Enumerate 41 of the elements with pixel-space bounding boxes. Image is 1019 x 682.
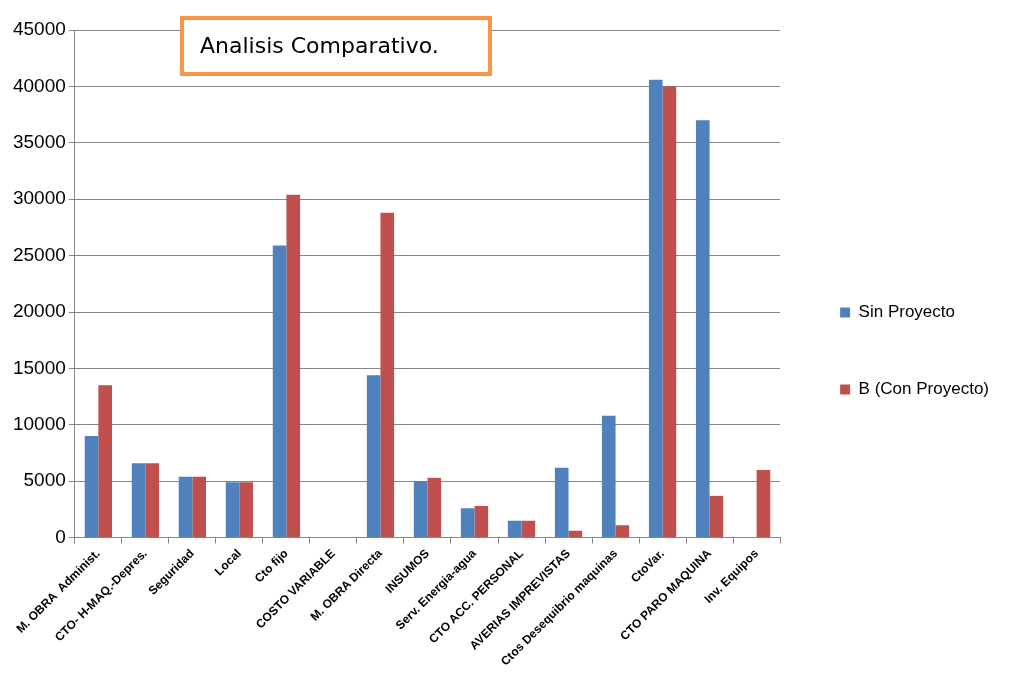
y-tick-label: 5000 (23, 469, 66, 491)
bar (366, 375, 381, 538)
x-tick-label: Cto fijo (251, 546, 291, 586)
bar (521, 520, 536, 538)
bar (178, 476, 193, 538)
bar (554, 467, 569, 538)
y-tick-label: 30000 (12, 187, 66, 209)
bar (460, 508, 475, 538)
y-tick-label: 10000 (12, 413, 66, 435)
y-tick-label: 25000 (12, 243, 66, 265)
bar (192, 476, 207, 538)
title-box: Analisis Comparativo. (180, 16, 492, 76)
bar (662, 86, 677, 538)
bar (507, 520, 522, 538)
bar (145, 463, 159, 538)
bar (413, 481, 428, 538)
bar (225, 482, 240, 538)
y-tick-label: 40000 (12, 74, 66, 96)
bar (98, 385, 112, 538)
y-tick-label: 45000 (12, 18, 66, 40)
legend-label: B (Con Proyecto) (858, 379, 990, 399)
bar (568, 530, 583, 538)
bar (131, 463, 146, 538)
bar (601, 415, 616, 538)
y-tick-label: 0 (55, 525, 66, 547)
bar (286, 194, 301, 538)
legend-label: Sin Proyecto (858, 302, 956, 322)
bar (380, 212, 395, 538)
bar (84, 436, 99, 538)
bar (709, 495, 724, 538)
bar (239, 482, 254, 538)
bar (695, 120, 710, 538)
y-tick-label: 35000 (12, 131, 66, 153)
bar (615, 525, 630, 538)
bar (756, 469, 771, 538)
bar (427, 477, 442, 538)
bar (272, 245, 287, 538)
bar (474, 506, 489, 538)
y-tick-label: 20000 (12, 300, 66, 322)
y-tick-label: 15000 (12, 356, 66, 378)
bar (648, 79, 663, 538)
